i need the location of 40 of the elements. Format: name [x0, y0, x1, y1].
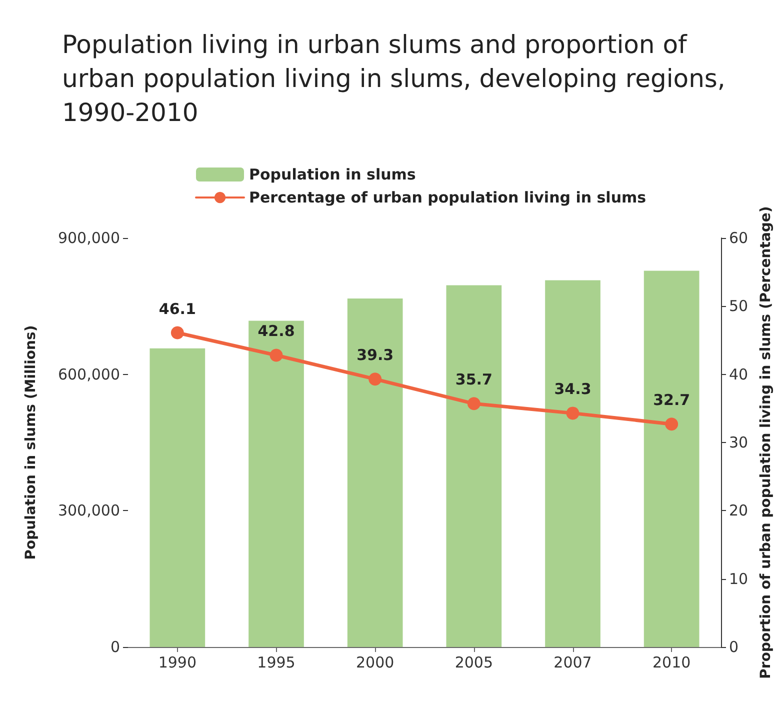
point — [368, 372, 382, 386]
y2-tick-label: 40 — [729, 365, 748, 384]
x-tick-label: 1990 — [158, 654, 197, 672]
point — [467, 397, 480, 410]
point — [665, 418, 678, 431]
legend-label: Population in slums — [249, 166, 416, 184]
y2-tick-label: 20 — [729, 502, 748, 520]
y-tick-label: 600,000 — [58, 365, 120, 384]
x-tick-label: 1995 — [257, 654, 296, 672]
y2-tick-label: 60 — [729, 229, 748, 247]
bar — [644, 270, 700, 647]
bar — [446, 285, 502, 647]
point — [170, 326, 184, 340]
y-tick-label: 0 — [110, 638, 120, 656]
y2-tick-label: 0 — [729, 638, 739, 656]
y-axis-title: Population in slums (Millions) — [23, 325, 39, 560]
data-label: 35.7 — [455, 370, 492, 389]
x-tick-label: 2000 — [356, 654, 394, 672]
data-label: 39.3 — [356, 346, 394, 364]
legend-label: Percentage of urban population living in slums — [249, 188, 646, 206]
bar — [248, 320, 304, 647]
chart-title: Population living in urban slums and proportion of urban population living in slums, developing regions, 1990-2010 — [62, 29, 726, 129]
point — [270, 348, 283, 362]
bar — [545, 280, 600, 647]
y-tick-label: 300,000 — [58, 502, 120, 520]
y2-tick-label: 30 — [729, 434, 748, 452]
bar — [150, 348, 206, 647]
y2-tick-label: 50 — [729, 297, 748, 316]
y2-axis-title: Proportion of urban population living in slums (Percentage) — [758, 206, 774, 679]
x-tick-label: 2010 — [652, 654, 691, 672]
x-tick-label: 2005 — [454, 654, 494, 672]
data-label: 42.8 — [258, 322, 295, 340]
data-label: 46.1 — [158, 300, 196, 318]
point — [566, 406, 580, 420]
y2-tick-label: 10 — [729, 570, 748, 588]
data-label: 34.3 — [554, 380, 592, 398]
x-tick-label: 2007 — [554, 654, 592, 672]
data-label: 32.7 — [653, 391, 690, 410]
y-tick-label: 900,000 — [58, 229, 120, 247]
bar — [347, 298, 403, 647]
